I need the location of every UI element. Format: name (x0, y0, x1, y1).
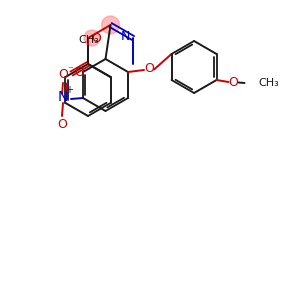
Text: O: O (144, 62, 154, 76)
Text: CH₃: CH₃ (259, 78, 279, 88)
Text: +: + (65, 85, 73, 95)
Text: ⁻: ⁻ (67, 65, 73, 75)
Text: O: O (229, 76, 238, 89)
Text: O: O (58, 68, 68, 82)
Text: O: O (75, 66, 85, 79)
Text: N: N (120, 31, 130, 44)
Text: CH₃: CH₃ (79, 35, 99, 45)
Circle shape (101, 16, 119, 34)
Text: O: O (91, 32, 101, 46)
Text: N: N (58, 90, 68, 104)
Circle shape (84, 30, 100, 46)
Text: O: O (57, 118, 67, 130)
